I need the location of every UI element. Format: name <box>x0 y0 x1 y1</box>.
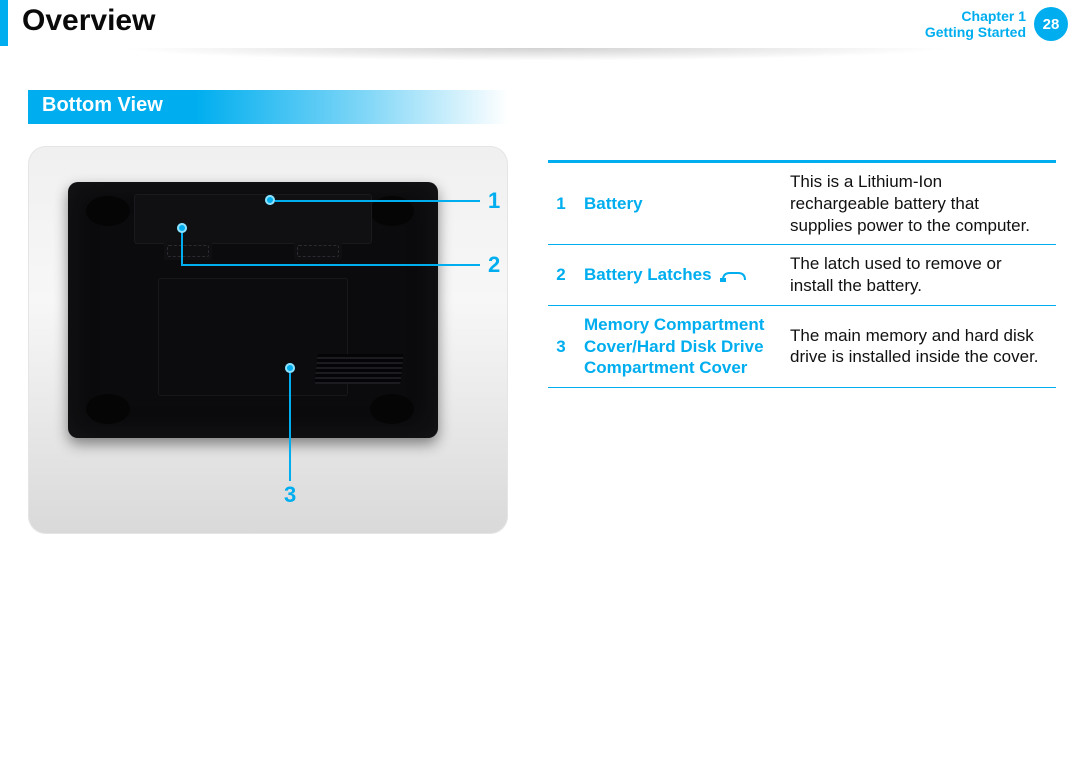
part-number: 3 <box>548 305 574 387</box>
page-number-badge: 28 <box>1034 7 1068 41</box>
page-title: Overview <box>22 4 155 38</box>
callout-line-2v <box>181 233 183 266</box>
callout-dot-2 <box>177 223 187 233</box>
header-shadow <box>0 48 1070 66</box>
chapter-label: Chapter 1 Getting Started <box>925 8 1026 40</box>
callout-number-1: 1 <box>488 188 500 214</box>
part-name: Memory Compartment Cover/Hard Disk Drive… <box>574 305 780 387</box>
part-number: 2 <box>548 245 574 306</box>
table-row: 2 Battery Latches The latch used to remo… <box>548 245 1056 306</box>
latch-icon <box>720 269 746 283</box>
battery-latch-right <box>294 242 342 260</box>
part-name: Battery Latches <box>574 245 780 306</box>
part-desc: The latch used to remove or install the … <box>780 245 1056 306</box>
callout-dot-3 <box>285 363 295 373</box>
diagram-card: 1 2 3 <box>28 146 508 534</box>
parts-table: 1 Battery This is a Lithium-Ion recharge… <box>548 160 1056 388</box>
callout-line-2h <box>181 264 480 266</box>
chapter-line-2: Getting Started <box>925 24 1026 40</box>
table-row: 1 Battery This is a Lithium-Ion recharge… <box>548 162 1056 245</box>
callout-line-3 <box>289 373 291 481</box>
laptop-bottom-illustration <box>68 182 438 438</box>
battery-latch-left <box>164 242 212 260</box>
part-desc: The main memory and hard disk drive is i… <box>780 305 1056 387</box>
chapter-line-1: Chapter 1 <box>925 8 1026 24</box>
header-accent-bar <box>0 0 8 46</box>
part-desc: This is a Lithium-Ion rechargeable batte… <box>780 162 1056 245</box>
page-number: 28 <box>1043 16 1060 33</box>
callout-dot-1 <box>265 195 275 205</box>
callout-line-1 <box>275 200 480 202</box>
callout-number-3: 3 <box>284 482 296 508</box>
part-name: Battery <box>574 162 780 245</box>
section-heading: Bottom View <box>28 90 508 124</box>
page-header: Overview Chapter 1 Getting Started 28 <box>0 0 1080 50</box>
part-name-text: Battery Latches <box>584 265 712 284</box>
section-heading-text: Bottom View <box>42 94 163 116</box>
vent-grille <box>314 354 403 384</box>
part-number: 1 <box>548 162 574 245</box>
callout-number-2: 2 <box>488 252 500 278</box>
table-row: 3 Memory Compartment Cover/Hard Disk Dri… <box>548 305 1056 387</box>
